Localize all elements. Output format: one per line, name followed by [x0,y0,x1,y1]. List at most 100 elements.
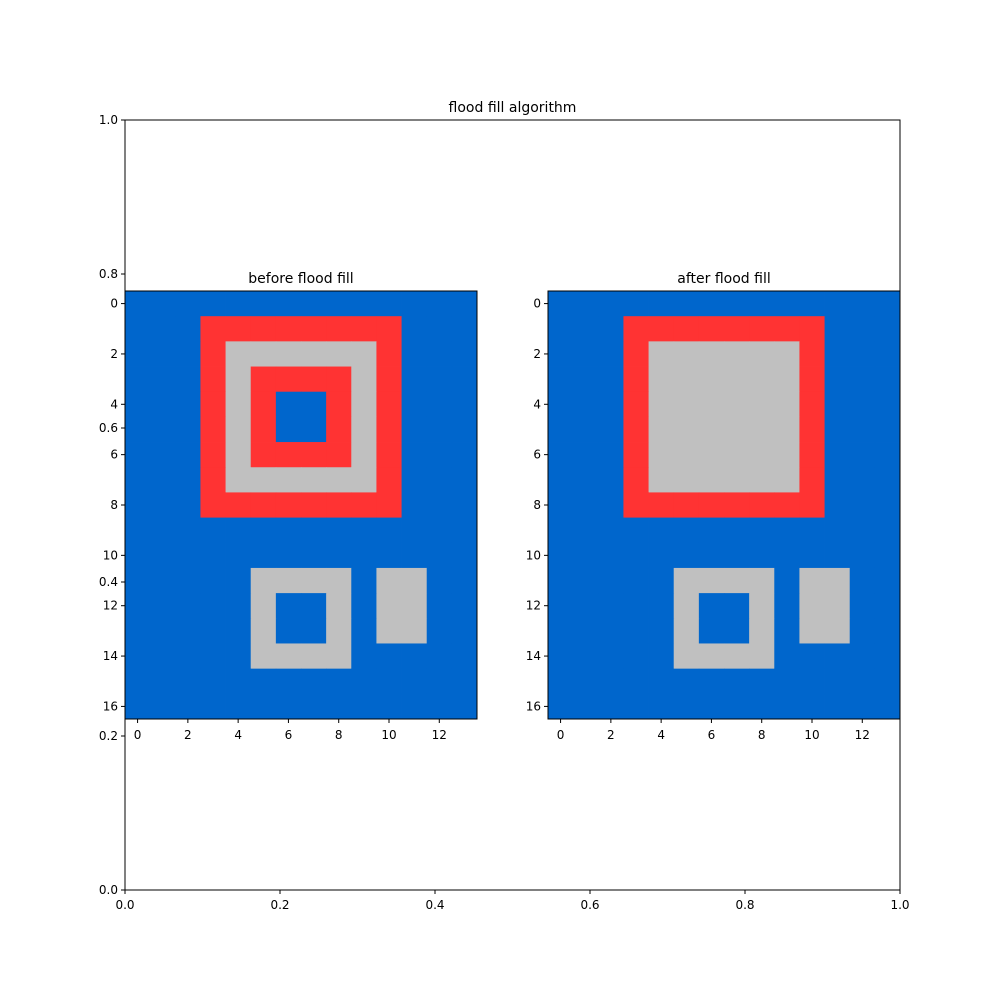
after-cell [774,593,800,619]
after-cell [598,542,624,569]
before-cell [401,316,428,342]
after-cell [749,316,775,342]
after-cell [623,668,649,695]
after-cell [673,492,700,518]
before-cell [451,542,478,569]
outer-x-tick-label: 0.2 [270,898,289,912]
outer-axes: flood fill algorithm 0.0 0.2 0.4 0.6 0.8 1.0 … [99,100,910,912]
after-cell [824,341,851,367]
before-cell [225,517,252,544]
panel-before-y-ticks: 0 2 4 6 8 10 12 14 16 [103,297,125,713]
before-cell [301,366,327,393]
outer-y-tick-label: 0.0 [99,883,118,897]
after-cell [573,567,599,594]
before-cell [150,593,176,619]
after-x-tick-label: 6 [708,728,716,742]
before-cell [376,416,402,443]
after-cell [648,643,675,670]
outer-y-tick-label: 0.4 [99,575,118,589]
before-cell [175,492,201,518]
after-cell [623,416,649,443]
before-cell [351,366,377,393]
after-cell [749,517,775,544]
after-cell [849,517,876,544]
after-cell [824,668,851,695]
after-cell [698,442,725,468]
after-cell [824,517,851,544]
before-cell [401,492,428,518]
before-cell [451,467,478,493]
after-cell [799,341,825,367]
after-cell [724,593,750,619]
before-cell [401,391,428,418]
before-cell [401,693,428,720]
after-cell [874,316,901,342]
outer-x-tick-label: 0.0 [115,898,134,912]
outer-axes-title: flood fill algorithm [449,100,577,116]
after-cell [724,341,750,367]
after-cell [598,517,624,544]
before-cell [451,643,478,670]
after-cell [673,542,700,569]
before-x-tick-label: 0 [134,728,142,742]
after-cell [623,291,649,317]
before-cell [326,366,352,393]
after-cell [724,542,750,569]
after-cell [824,618,851,644]
before-cell [326,416,352,443]
after-cell [623,517,649,544]
before-cell [376,693,402,720]
before-cell [175,567,201,594]
after-cell [824,316,851,342]
after-cell [849,618,876,644]
after-cell [673,593,700,619]
after-cell [874,341,901,367]
after-cell [749,567,775,594]
before-cell [250,316,277,342]
after-x-tick-label: 8 [758,728,766,742]
after-cell [724,366,750,393]
before-cell [175,668,201,695]
after-cell [849,593,876,619]
after-cell [548,643,574,670]
before-cell [401,542,428,569]
before-cell [376,643,402,670]
after-cell [623,567,649,594]
after-cell [548,341,574,367]
after-cell [623,467,649,493]
before-cell [150,391,176,418]
after-cell [698,416,725,443]
after-cell [623,341,649,367]
before-cell [376,567,402,594]
after-cell [799,593,825,619]
after-cell [573,492,599,518]
after-cell [749,492,775,518]
panel-after-title: after flood fill [677,271,770,287]
after-cell [799,517,825,544]
after-cell [874,467,901,493]
after-cell [824,291,851,317]
after-cell [698,693,725,720]
after-cell [598,668,624,695]
heatmap-before [125,291,478,720]
panel-after-y-ticks: 0 2 4 6 8 10 12 14 16 [526,297,548,713]
after-y-tick-label: 16 [526,699,541,713]
before-cell [250,643,277,670]
after-cell [623,693,649,720]
after-cell [598,693,624,720]
after-cell [799,668,825,695]
before-cell [150,492,176,518]
before-cell [301,492,327,518]
before-cell [426,542,453,569]
before-cell [150,316,176,342]
outer-x-tick-label: 0.4 [425,898,444,912]
before-cell [200,693,226,720]
after-cell [548,668,574,695]
after-cell [573,593,599,619]
before-cell [225,693,252,720]
before-cell [175,467,201,493]
before-y-tick-label: 8 [110,498,118,512]
before-cell [301,593,327,619]
after-cell [698,291,725,317]
before-cell [351,618,377,644]
